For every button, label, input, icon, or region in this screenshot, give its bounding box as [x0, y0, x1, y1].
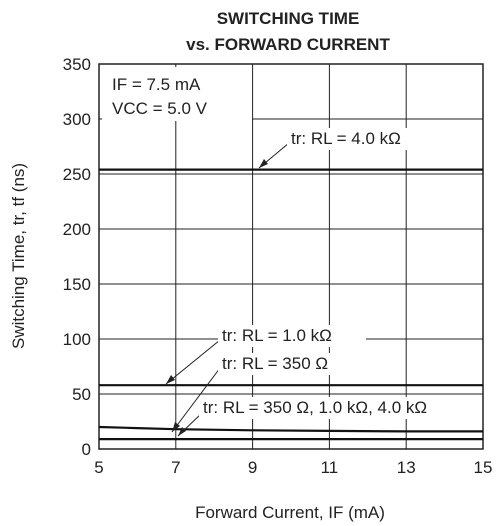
- conditions-box: [102, 67, 252, 121]
- y-tick-label: 150: [63, 275, 91, 294]
- leader-line-1k: [165, 339, 221, 385]
- label-bg-350: [218, 353, 358, 375]
- y-tick-label: 100: [63, 330, 91, 349]
- arrowhead-350: [172, 422, 180, 432]
- label-rl-350: tr: RL = 350 Ω: [222, 354, 328, 373]
- y-tick-label: 0: [82, 440, 91, 459]
- annotation-rl-1k: tr: RL = 1.0 kΩ: [165, 325, 366, 385]
- y-tick-label: 300: [63, 110, 91, 129]
- chart-title-line-1: SWITCHING TIME: [217, 9, 360, 28]
- label-rl-4k: tr: RL = 4.0 kΩ: [291, 129, 401, 148]
- x-tick-label: 9: [248, 458, 257, 477]
- y-tick-label: 250: [63, 165, 91, 184]
- x-tick-label: 13: [397, 458, 416, 477]
- plot-frame: [98, 63, 484, 450]
- grid: [99, 64, 483, 449]
- label-bg-4k: [287, 128, 435, 150]
- x-tick-label: 11: [321, 458, 339, 477]
- y-tick-label: 50: [72, 385, 91, 404]
- arrowhead-4k: [259, 159, 268, 168]
- arrowhead-1k: [166, 375, 175, 384]
- y-tick-label: 350: [63, 55, 91, 74]
- y-axis-label: Switching Time, tr, tf (ns): [9, 163, 28, 349]
- x-tick-label: 15: [474, 458, 493, 477]
- label-rl-1k: tr: RL = 1.0 kΩ: [222, 326, 332, 345]
- annotation-rl-all: tr: RL = 350 Ω, 1.0 kΩ, 4.0 kΩ: [177, 397, 481, 437]
- condition-if: IF = 7.5 mA: [112, 75, 201, 94]
- leader-line-350: [171, 367, 221, 433]
- x-tick-label: 7: [171, 458, 180, 477]
- annotation-rl-4k: tr: RL = 4.0 kΩ: [258, 128, 435, 169]
- y-tick-label: 200: [63, 220, 91, 239]
- label-bg-all: [199, 397, 481, 419]
- label-bg-1k: [218, 325, 366, 347]
- condition-vcc: VCC = 5.0 V: [112, 99, 208, 118]
- annotation-rl-350: tr: RL = 350 Ω: [171, 353, 358, 433]
- label-rl-all: tr: RL = 350 Ω, 1.0 kΩ, 4.0 kΩ: [203, 398, 427, 417]
- chart-title-line-2: vs. FORWARD CURRENT: [186, 35, 390, 54]
- series-group: [98, 168, 483, 441]
- x-tick-label: 5: [94, 458, 103, 477]
- series-line-3: [98, 425, 483, 433]
- arrowhead-all: [178, 427, 186, 436]
- x-axis-label: Forward Current, IF (mA): [195, 503, 385, 522]
